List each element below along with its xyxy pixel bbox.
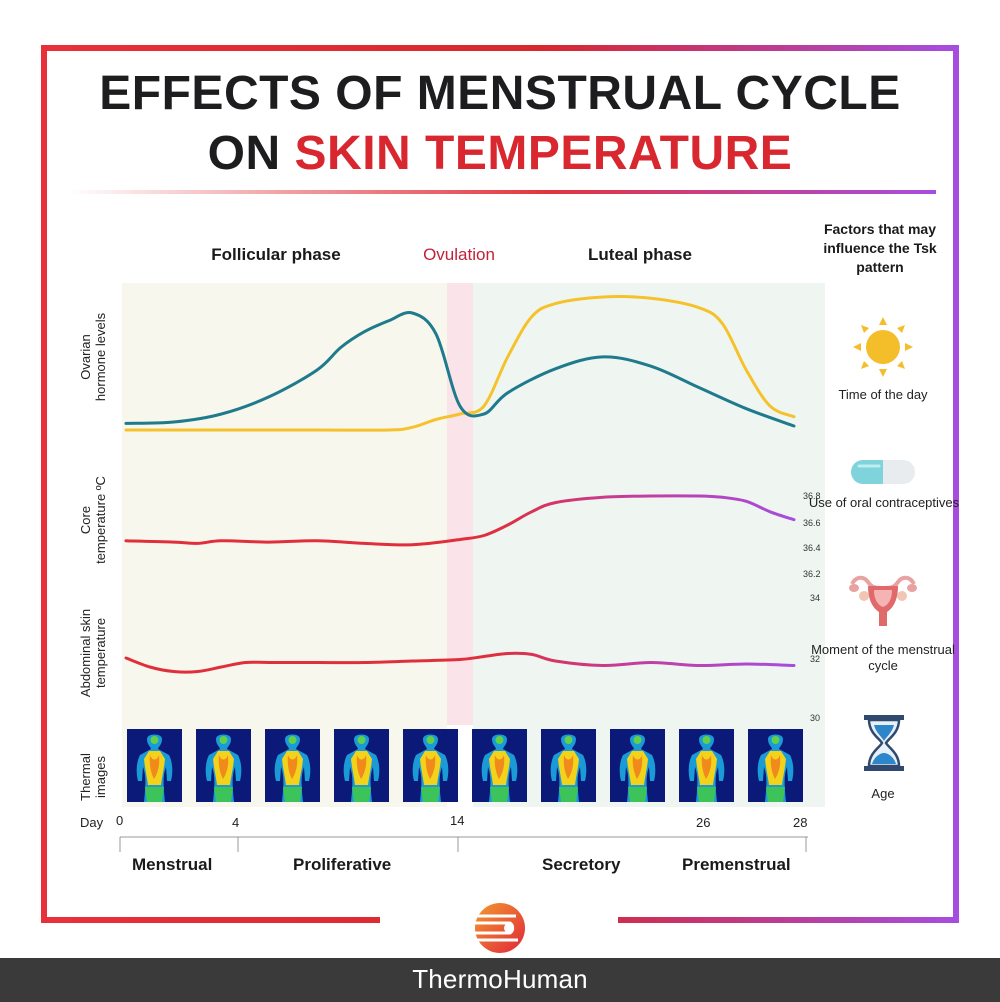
- axis-thermal-l2: images: [93, 756, 108, 798]
- thermal-image: [334, 729, 389, 802]
- day-tick-14: 14: [450, 813, 465, 828]
- title-line-2: ON SKIN TEMPERATURE: [0, 126, 1000, 182]
- factor-time-of-day: Time of the day: [838, 387, 928, 402]
- hourglass-icon: [864, 715, 904, 771]
- title-line-1: EFFECTS OF MENSTRUAL CYCLE: [99, 67, 901, 120]
- factors-title: Factors that may influence the Tsk patte…: [823, 221, 937, 275]
- skin-tick-34: 34: [810, 593, 821, 603]
- thermal-image: [127, 729, 182, 802]
- day-tick-26: 26: [696, 815, 711, 830]
- thermal-image: [472, 729, 527, 802]
- factor-moment-cycle: Moment of the menstrual cycle: [811, 642, 955, 673]
- thermal-image: [541, 729, 596, 802]
- factor-age: Age: [871, 786, 895, 801]
- stage-premenstrual: Premenstrual: [682, 855, 791, 874]
- axis-abdominal-l2: temperature: [93, 617, 108, 689]
- core-tick-36-2: 36.2: [803, 569, 821, 579]
- title-prefix: ON: [207, 127, 295, 180]
- axis-core-l2: temperature ºC: [93, 476, 108, 564]
- pill-icon: [851, 460, 915, 484]
- axis-label-abdominal: Abdominal skin temperature: [78, 588, 108, 718]
- sun-icon: [853, 317, 913, 377]
- phase-follicular: Follicular phase: [211, 245, 341, 264]
- brand-name: ThermoHuman: [0, 964, 1000, 995]
- phase-luteal: Luteal phase: [588, 245, 692, 264]
- brand-suffix: Human: [502, 964, 588, 994]
- thermal-image: [679, 729, 734, 802]
- axis-label-thermal: Thermal images: [78, 737, 108, 817]
- title-highlight: SKIN TEMPERATURE: [294, 127, 793, 180]
- uterus-icon: [849, 575, 917, 626]
- thermohuman-logo-icon: [475, 903, 525, 953]
- day-tick-28: 28: [793, 815, 808, 830]
- series-progesterone-line: [124, 295, 796, 432]
- ovulation-band: [447, 283, 473, 725]
- core-tick-36-8: 36.8: [803, 491, 821, 501]
- footer-bar: [0, 958, 1000, 1002]
- luteal-background: [473, 283, 825, 807]
- skin-tick-30: 30: [810, 713, 821, 723]
- series-skin-temperature-line: [124, 651, 796, 674]
- stage-secretory: Secretory: [542, 855, 621, 874]
- series-core-temperature-line: [124, 494, 796, 547]
- axis-abdominal-l1: Abdominal skin: [78, 608, 93, 698]
- series-estrogen-line: [124, 311, 796, 428]
- day-tick-4: 4: [232, 815, 240, 830]
- thermal-image: [610, 729, 665, 802]
- phase-ovulation: Ovulation: [423, 245, 495, 264]
- axis-label-hormone: Ovarian hormone levels: [78, 297, 108, 417]
- thermal-image: [265, 729, 320, 802]
- day-tick-0: 0: [116, 813, 124, 828]
- core-tick-36-4: 36.4: [803, 543, 821, 553]
- axis-hormone-l1: Ovarian: [78, 334, 93, 380]
- skin-tick-32: 32: [810, 654, 821, 664]
- brand-prefix: Thermo: [412, 964, 503, 994]
- thermal-image: [196, 729, 251, 802]
- thermal-image: [403, 729, 458, 802]
- axis-thermal-l1: Thermal: [78, 753, 93, 801]
- axis-hormone-l2: hormone levels: [93, 312, 108, 402]
- thermal-image: [748, 729, 803, 802]
- stage-menstrual: Menstrual: [132, 855, 213, 874]
- stage-proliferative: Proliferative: [293, 855, 392, 874]
- axis-core-l1: Core: [78, 505, 93, 535]
- day-axis-label: Day: [80, 815, 104, 830]
- core-tick-36-6: 36.6: [803, 518, 821, 528]
- axis-label-core: Core temperature ºC: [78, 455, 108, 585]
- factor-oral-contraceptives: Use of oral contraceptives: [808, 495, 960, 510]
